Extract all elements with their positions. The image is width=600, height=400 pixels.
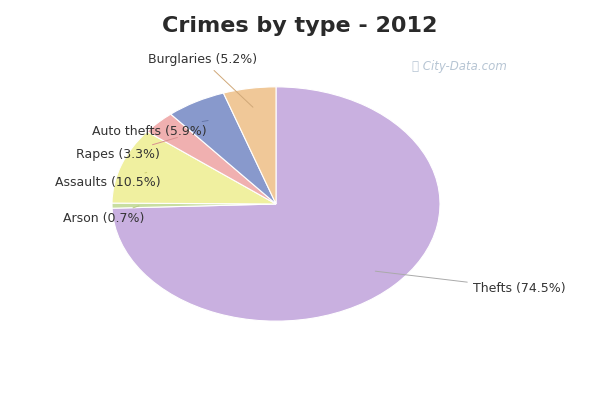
Text: Auto thefts (5.9%): Auto thefts (5.9%): [92, 120, 208, 138]
Wedge shape: [112, 132, 276, 204]
Wedge shape: [147, 114, 276, 204]
Wedge shape: [112, 87, 440, 321]
Text: Arson (0.7%): Arson (0.7%): [63, 206, 144, 224]
Text: Crimes by type - 2012: Crimes by type - 2012: [163, 16, 437, 36]
Wedge shape: [171, 93, 276, 204]
Wedge shape: [223, 87, 276, 204]
Text: Thefts (74.5%): Thefts (74.5%): [376, 271, 565, 295]
Text: Assaults (10.5%): Assaults (10.5%): [55, 172, 160, 190]
Text: Burglaries (5.2%): Burglaries (5.2%): [148, 53, 257, 107]
Text: 🔍 City-Data.com: 🔍 City-Data.com: [412, 60, 507, 73]
Wedge shape: [112, 203, 276, 208]
Text: Rapes (3.3%): Rapes (3.3%): [76, 138, 178, 161]
